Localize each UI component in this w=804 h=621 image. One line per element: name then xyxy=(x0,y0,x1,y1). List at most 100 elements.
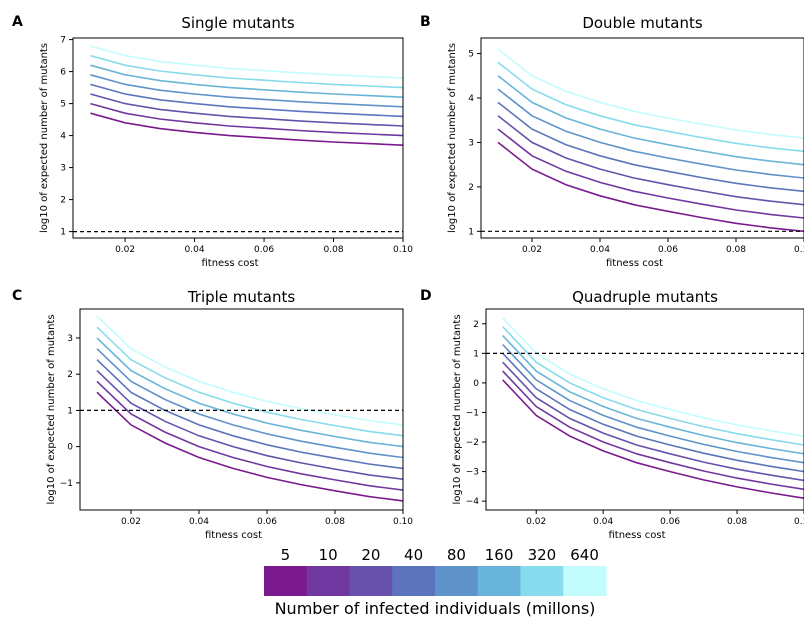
x-tick-label: 0.06 xyxy=(658,245,678,255)
plot-area xyxy=(486,317,804,499)
series-line-7 xyxy=(90,54,403,89)
series-line-8 xyxy=(96,315,403,426)
plot-area xyxy=(481,48,804,233)
x-axis-label: fitness cost xyxy=(205,530,262,541)
y-tick-label: 5 xyxy=(60,100,66,110)
y-tick-label: 2 xyxy=(67,370,73,380)
x-tick-label: 0.02 xyxy=(522,245,542,255)
y-tick-label: 4 xyxy=(60,132,66,142)
series-line-6 xyxy=(96,337,403,448)
y-tick-label: 3 xyxy=(67,334,73,344)
colorbar-swatch xyxy=(349,566,393,596)
axes-frame xyxy=(485,308,804,511)
series-line-3 xyxy=(497,115,804,206)
y-tick-label: 1 xyxy=(473,349,479,359)
series-line-6 xyxy=(90,64,403,98)
x-tick-label: 0.10 xyxy=(794,517,804,527)
colorbar-tick-label: 160 xyxy=(485,546,514,564)
x-tick-label: 0.08 xyxy=(324,245,344,255)
series-line-7 xyxy=(497,61,804,153)
colorbar: 5 10 20 40 80 160 320 640 Number of infected ind… xyxy=(264,546,607,618)
y-axis-label: log10 of expected number of mutants xyxy=(46,314,57,504)
x-tick-label: 0.02 xyxy=(115,245,135,255)
y-tick-label: 3 xyxy=(60,164,66,174)
series-line-7 xyxy=(502,326,804,446)
series-line-1 xyxy=(96,391,403,502)
colorbar-tick-label: 20 xyxy=(361,546,380,564)
y-tick-label: −3 xyxy=(466,468,479,478)
colorbar-tick-label: 640 xyxy=(570,546,599,564)
panel-letter: C xyxy=(12,288,22,304)
y-tick-label: 4 xyxy=(468,94,474,104)
x-tick-label: 0.10 xyxy=(393,245,413,255)
x-axis-label: fitness cost xyxy=(608,530,665,541)
y-tick-label: 1 xyxy=(60,228,66,238)
colorbar-tick-label: 320 xyxy=(528,546,557,564)
x-tick-label: 0.06 xyxy=(254,245,274,255)
x-tick-label: 0.04 xyxy=(185,245,205,255)
series-line-1 xyxy=(497,141,804,233)
series-line-6 xyxy=(497,75,804,166)
colorbar-tick-label: 5 xyxy=(281,546,291,564)
panel-letter: A xyxy=(12,14,23,30)
colorbar-swatch xyxy=(563,566,607,596)
colorbar-label: Number of infected individuals (millons) xyxy=(275,599,596,618)
colorbar-swatch xyxy=(306,566,350,596)
series-line-5 xyxy=(502,343,804,464)
panel-letter: D xyxy=(420,288,432,304)
y-tick-label: 0 xyxy=(67,443,73,453)
plot-area xyxy=(80,315,403,502)
y-tick-label: 0 xyxy=(473,379,479,389)
series-line-2 xyxy=(497,128,804,219)
colorbar-swatch xyxy=(477,566,521,596)
x-tick-label: 0.08 xyxy=(727,517,747,527)
series-line-4 xyxy=(502,352,804,473)
colorbar-swatch xyxy=(264,566,308,596)
y-tick-label: −1 xyxy=(466,408,479,418)
x-axis-label: fitness cost xyxy=(606,258,663,269)
chart-title: Quadruple mutants xyxy=(572,288,718,306)
x-tick-label: 0.06 xyxy=(257,517,277,527)
y-tick-label: −4 xyxy=(466,497,480,507)
colorbar-tick-label: 80 xyxy=(447,546,466,564)
series-line-2 xyxy=(90,102,403,137)
x-tick-label: 0.04 xyxy=(593,517,613,527)
x-tick-label: 0.02 xyxy=(121,517,141,527)
colorbar-swatch xyxy=(520,566,564,596)
axes-frame xyxy=(480,37,804,239)
y-tick-label: 5 xyxy=(468,50,474,60)
colorbar-tick-label: 10 xyxy=(319,546,338,564)
x-tick-label: 0.02 xyxy=(526,517,546,527)
chart-title: Triple mutants xyxy=(187,288,296,306)
x-tick-label: 0.04 xyxy=(189,517,209,527)
panel-c: C Triple mutants 0.02 0.04 0.06 0.08 0.10 −1 0 1 2… xyxy=(12,288,413,541)
series-line-2 xyxy=(502,370,804,491)
x-tick-label: 0.10 xyxy=(794,245,804,255)
panel-b: B Double mutants 0.02 0.04 0.06 0.08 0.10 1 2 3 4 5… xyxy=(420,14,804,269)
x-tick-label: 0.06 xyxy=(660,517,680,527)
series-line-3 xyxy=(96,370,403,480)
panel-letter: B xyxy=(420,14,431,30)
chart-title: Single mutants xyxy=(181,14,294,32)
series-line-8 xyxy=(502,317,804,437)
series-line-4 xyxy=(96,359,403,470)
y-tick-label: 2 xyxy=(473,320,479,330)
chart-title: Double mutants xyxy=(582,14,703,32)
y-axis-label: log10 of expected number of mutants xyxy=(447,43,458,233)
series-line-5 xyxy=(497,88,804,179)
series-line-3 xyxy=(502,361,804,482)
series-line-5 xyxy=(90,74,403,108)
plot-area xyxy=(73,45,403,233)
y-axis-label: log10 of expected number of mutants xyxy=(39,43,50,233)
series-line-4 xyxy=(90,83,403,118)
series-line-1 xyxy=(502,379,804,499)
series-line-8 xyxy=(90,45,403,79)
panel-a: A Single mutants 0.02 0.04 0.06 0.08 0.10 1 2 3 4 5… xyxy=(12,14,413,269)
series-line-7 xyxy=(96,326,403,437)
series-line-2 xyxy=(96,380,403,491)
colorbar-swatch xyxy=(392,566,436,596)
colorbar-swatch xyxy=(435,566,479,596)
series-line-1 xyxy=(90,112,403,146)
x-tick-label: 0.10 xyxy=(393,517,413,527)
series-line-8 xyxy=(497,48,804,139)
